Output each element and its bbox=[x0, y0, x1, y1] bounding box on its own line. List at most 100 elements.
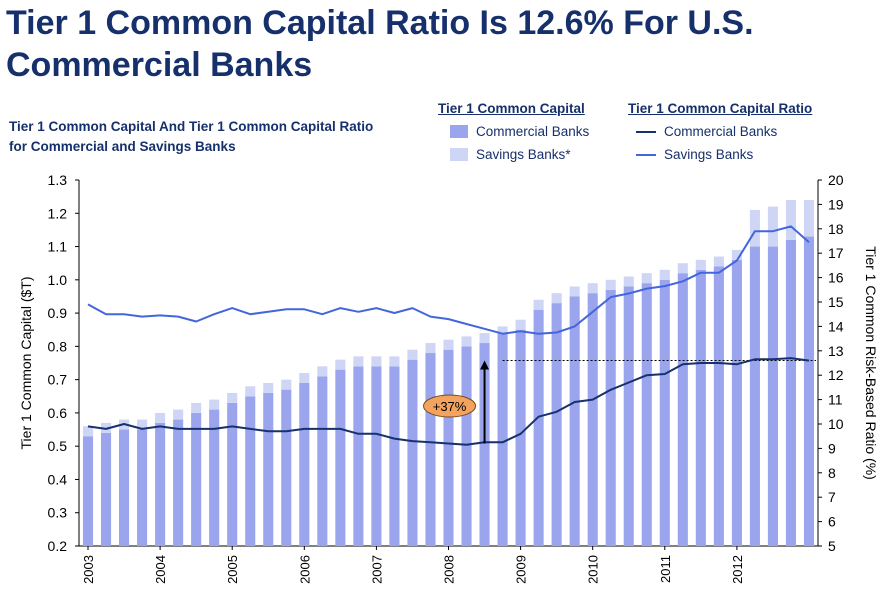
y-left-tick-label: 0.8 bbox=[48, 338, 68, 354]
chart-subtitle: Tier 1 Common Capital And Tier 1 Common … bbox=[9, 119, 374, 154]
bar-commercial bbox=[82, 436, 94, 546]
bar-commercial bbox=[749, 246, 760, 546]
x-tick-label: 2003 bbox=[81, 555, 96, 584]
bar-commercial bbox=[281, 389, 292, 546]
bar-savings bbox=[641, 273, 652, 284]
bar-commercial bbox=[353, 366, 364, 546]
legend-line-commercial-ratio bbox=[636, 130, 656, 133]
bar-savings bbox=[82, 426, 94, 437]
legend-item-commercial-ratio: Commercial Banks bbox=[636, 120, 812, 143]
legend-ratio-title: Tier 1 Common Capital Ratio bbox=[628, 101, 813, 116]
bar-savings bbox=[209, 399, 220, 410]
y-left-tick-label: 0.6 bbox=[48, 405, 68, 421]
y-left-tick-label: 1.0 bbox=[48, 272, 68, 288]
bar-savings bbox=[623, 276, 634, 287]
bar-savings bbox=[569, 286, 580, 297]
bar-commercial bbox=[317, 376, 328, 546]
bar-savings bbox=[353, 356, 364, 367]
bar-commercial bbox=[731, 259, 742, 546]
bar-savings bbox=[803, 199, 815, 237]
bar-savings bbox=[389, 356, 400, 367]
y-right-tick-label: 20 bbox=[828, 172, 844, 188]
bar-commercial bbox=[335, 369, 346, 546]
bar-commercial bbox=[479, 343, 490, 546]
bar-savings bbox=[479, 333, 490, 344]
y-left-tick-label: 1.1 bbox=[48, 239, 68, 255]
bar-commercial bbox=[497, 333, 508, 546]
x-tick-label: 2006 bbox=[297, 555, 312, 584]
y-right-tick-label: 18 bbox=[828, 221, 844, 237]
y-right-tick-label: 17 bbox=[828, 245, 844, 261]
y-left-axis-title: Tier 1 Common Capital ($T) bbox=[18, 277, 34, 450]
page-title: Tier 1 Common Capital Ratio Is 12.6% For… bbox=[6, 4, 754, 84]
bar-savings bbox=[407, 349, 418, 360]
legend-line-savings-ratio bbox=[636, 153, 656, 156]
legend-swatch-commercial-capital bbox=[450, 125, 468, 138]
legend-label-savings-ratio: Savings Banks bbox=[664, 147, 754, 162]
bar-commercial bbox=[407, 359, 418, 546]
y-right-tick-label: 16 bbox=[828, 270, 844, 286]
bar-savings bbox=[281, 379, 292, 390]
bar-commercial bbox=[641, 283, 652, 546]
bar-commercial bbox=[605, 289, 616, 546]
bar-commercial bbox=[371, 366, 382, 546]
bar-savings bbox=[443, 339, 454, 350]
legend-label-commercial-capital: Commercial Banks bbox=[476, 124, 590, 139]
bar-commercial bbox=[389, 366, 400, 546]
legend-ratio: Tier 1 Common Capital Ratio Commercial B… bbox=[628, 101, 812, 166]
bar-savings bbox=[749, 209, 760, 247]
bar-savings bbox=[659, 269, 670, 280]
bar-savings bbox=[425, 343, 436, 354]
y-left-tick-label: 0.5 bbox=[48, 438, 68, 454]
annotation-badge bbox=[423, 394, 477, 418]
bar-commercial bbox=[803, 236, 815, 546]
bar-savings bbox=[551, 293, 562, 304]
bar-savings bbox=[335, 359, 346, 370]
bar-commercial bbox=[173, 419, 184, 546]
bar-savings bbox=[731, 249, 742, 260]
bar-commercial bbox=[155, 422, 166, 546]
y-left-tick-label: 0.4 bbox=[48, 471, 68, 487]
bar-savings bbox=[191, 402, 202, 413]
bar-savings bbox=[497, 326, 508, 334]
line-commercial-ratio bbox=[87, 357, 810, 446]
y-right-tick-label: 8 bbox=[828, 465, 836, 481]
x-tick-label: 2010 bbox=[586, 555, 601, 584]
x-tick-label: 2008 bbox=[442, 555, 457, 584]
bar-commercial bbox=[227, 402, 238, 546]
bar-savings bbox=[713, 256, 724, 267]
x-tick-label: 2011 bbox=[658, 555, 673, 583]
legend-item-commercial-capital: Commercial Banks bbox=[450, 120, 589, 143]
bar-savings bbox=[155, 412, 166, 423]
y-left-tick-label: 0.7 bbox=[48, 372, 68, 388]
legend-capital: Tier 1 Common Capital Commercial Banks S… bbox=[438, 101, 589, 166]
x-tick-label: 2007 bbox=[369, 555, 384, 584]
bar-commercial bbox=[100, 432, 112, 546]
y-right-tick-label: 6 bbox=[828, 514, 836, 530]
y-right-tick-label: 12 bbox=[828, 367, 844, 383]
bar-savings bbox=[695, 259, 706, 270]
bar-savings bbox=[227, 392, 238, 403]
line-savings-ratio bbox=[87, 225, 810, 335]
x-tick-label: 2012 bbox=[730, 555, 745, 584]
y-left-tick-label: 0.3 bbox=[48, 505, 68, 521]
bar-savings bbox=[767, 206, 778, 247]
bar-savings bbox=[785, 199, 797, 240]
y-left-tick-label: 0.9 bbox=[48, 305, 68, 321]
bar-commercial bbox=[209, 409, 220, 546]
bar-commercial bbox=[443, 349, 454, 546]
legend-item-savings-ratio: Savings Banks bbox=[636, 143, 812, 166]
x-tick-label: 2005 bbox=[225, 555, 240, 584]
legend-swatch-savings-capital bbox=[450, 148, 468, 161]
y-right-tick-label: 11 bbox=[828, 392, 843, 408]
bar-commercial bbox=[119, 429, 130, 546]
x-tick-label: 2004 bbox=[153, 555, 168, 584]
bar-savings bbox=[533, 299, 544, 310]
legend-capital-title: Tier 1 Common Capital bbox=[438, 101, 585, 116]
y-right-tick-label: 13 bbox=[828, 343, 844, 359]
bar-commercial bbox=[785, 239, 797, 546]
bar-savings bbox=[299, 372, 310, 383]
y-right-tick-label: 10 bbox=[828, 416, 844, 432]
bar-commercial bbox=[533, 309, 544, 546]
